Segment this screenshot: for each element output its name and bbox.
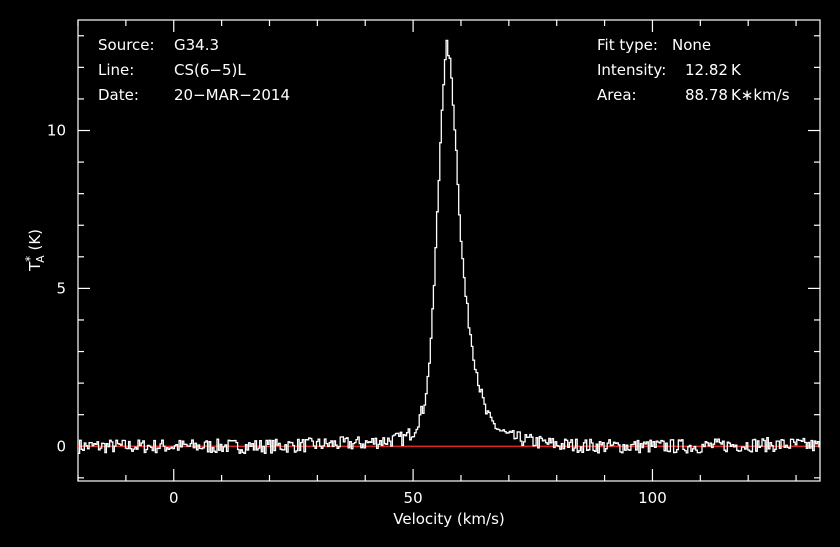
axis-ticks [77, 20, 820, 481]
y-tick-label: 5 [56, 279, 66, 297]
fit-label: Fit type: [597, 36, 658, 54]
x-tick-label: 50 [404, 489, 423, 507]
x-tick-label: 0 [169, 489, 179, 507]
fit-value: None [672, 36, 711, 54]
line-value: CS(6−5)L [174, 61, 246, 79]
x-tick-label: 100 [638, 489, 667, 507]
line-label: Line: [98, 61, 134, 79]
y-tick-label: 0 [56, 437, 66, 455]
plot-frame [77, 19, 821, 482]
y-tick-label: 10 [47, 122, 66, 140]
area-label: Area: [597, 86, 637, 104]
y-axis-label: T*A (K) [23, 229, 47, 272]
date-label: Date: [98, 86, 139, 104]
source-value: G34.3 [174, 36, 219, 54]
source-label: Source: [98, 36, 155, 54]
axis-tick-labels: 0 50 100 0 5 10 [47, 122, 667, 507]
intensity-value: 12.82 K [685, 61, 742, 79]
date-value: 20−MAR−2014 [174, 86, 290, 104]
area-value: 88.78 K∗km/s [685, 86, 790, 104]
spectrum-line [78, 39, 820, 455]
x-axis-label: Velocity (km/s) [393, 510, 504, 528]
intensity-label: Intensity: [597, 61, 666, 79]
